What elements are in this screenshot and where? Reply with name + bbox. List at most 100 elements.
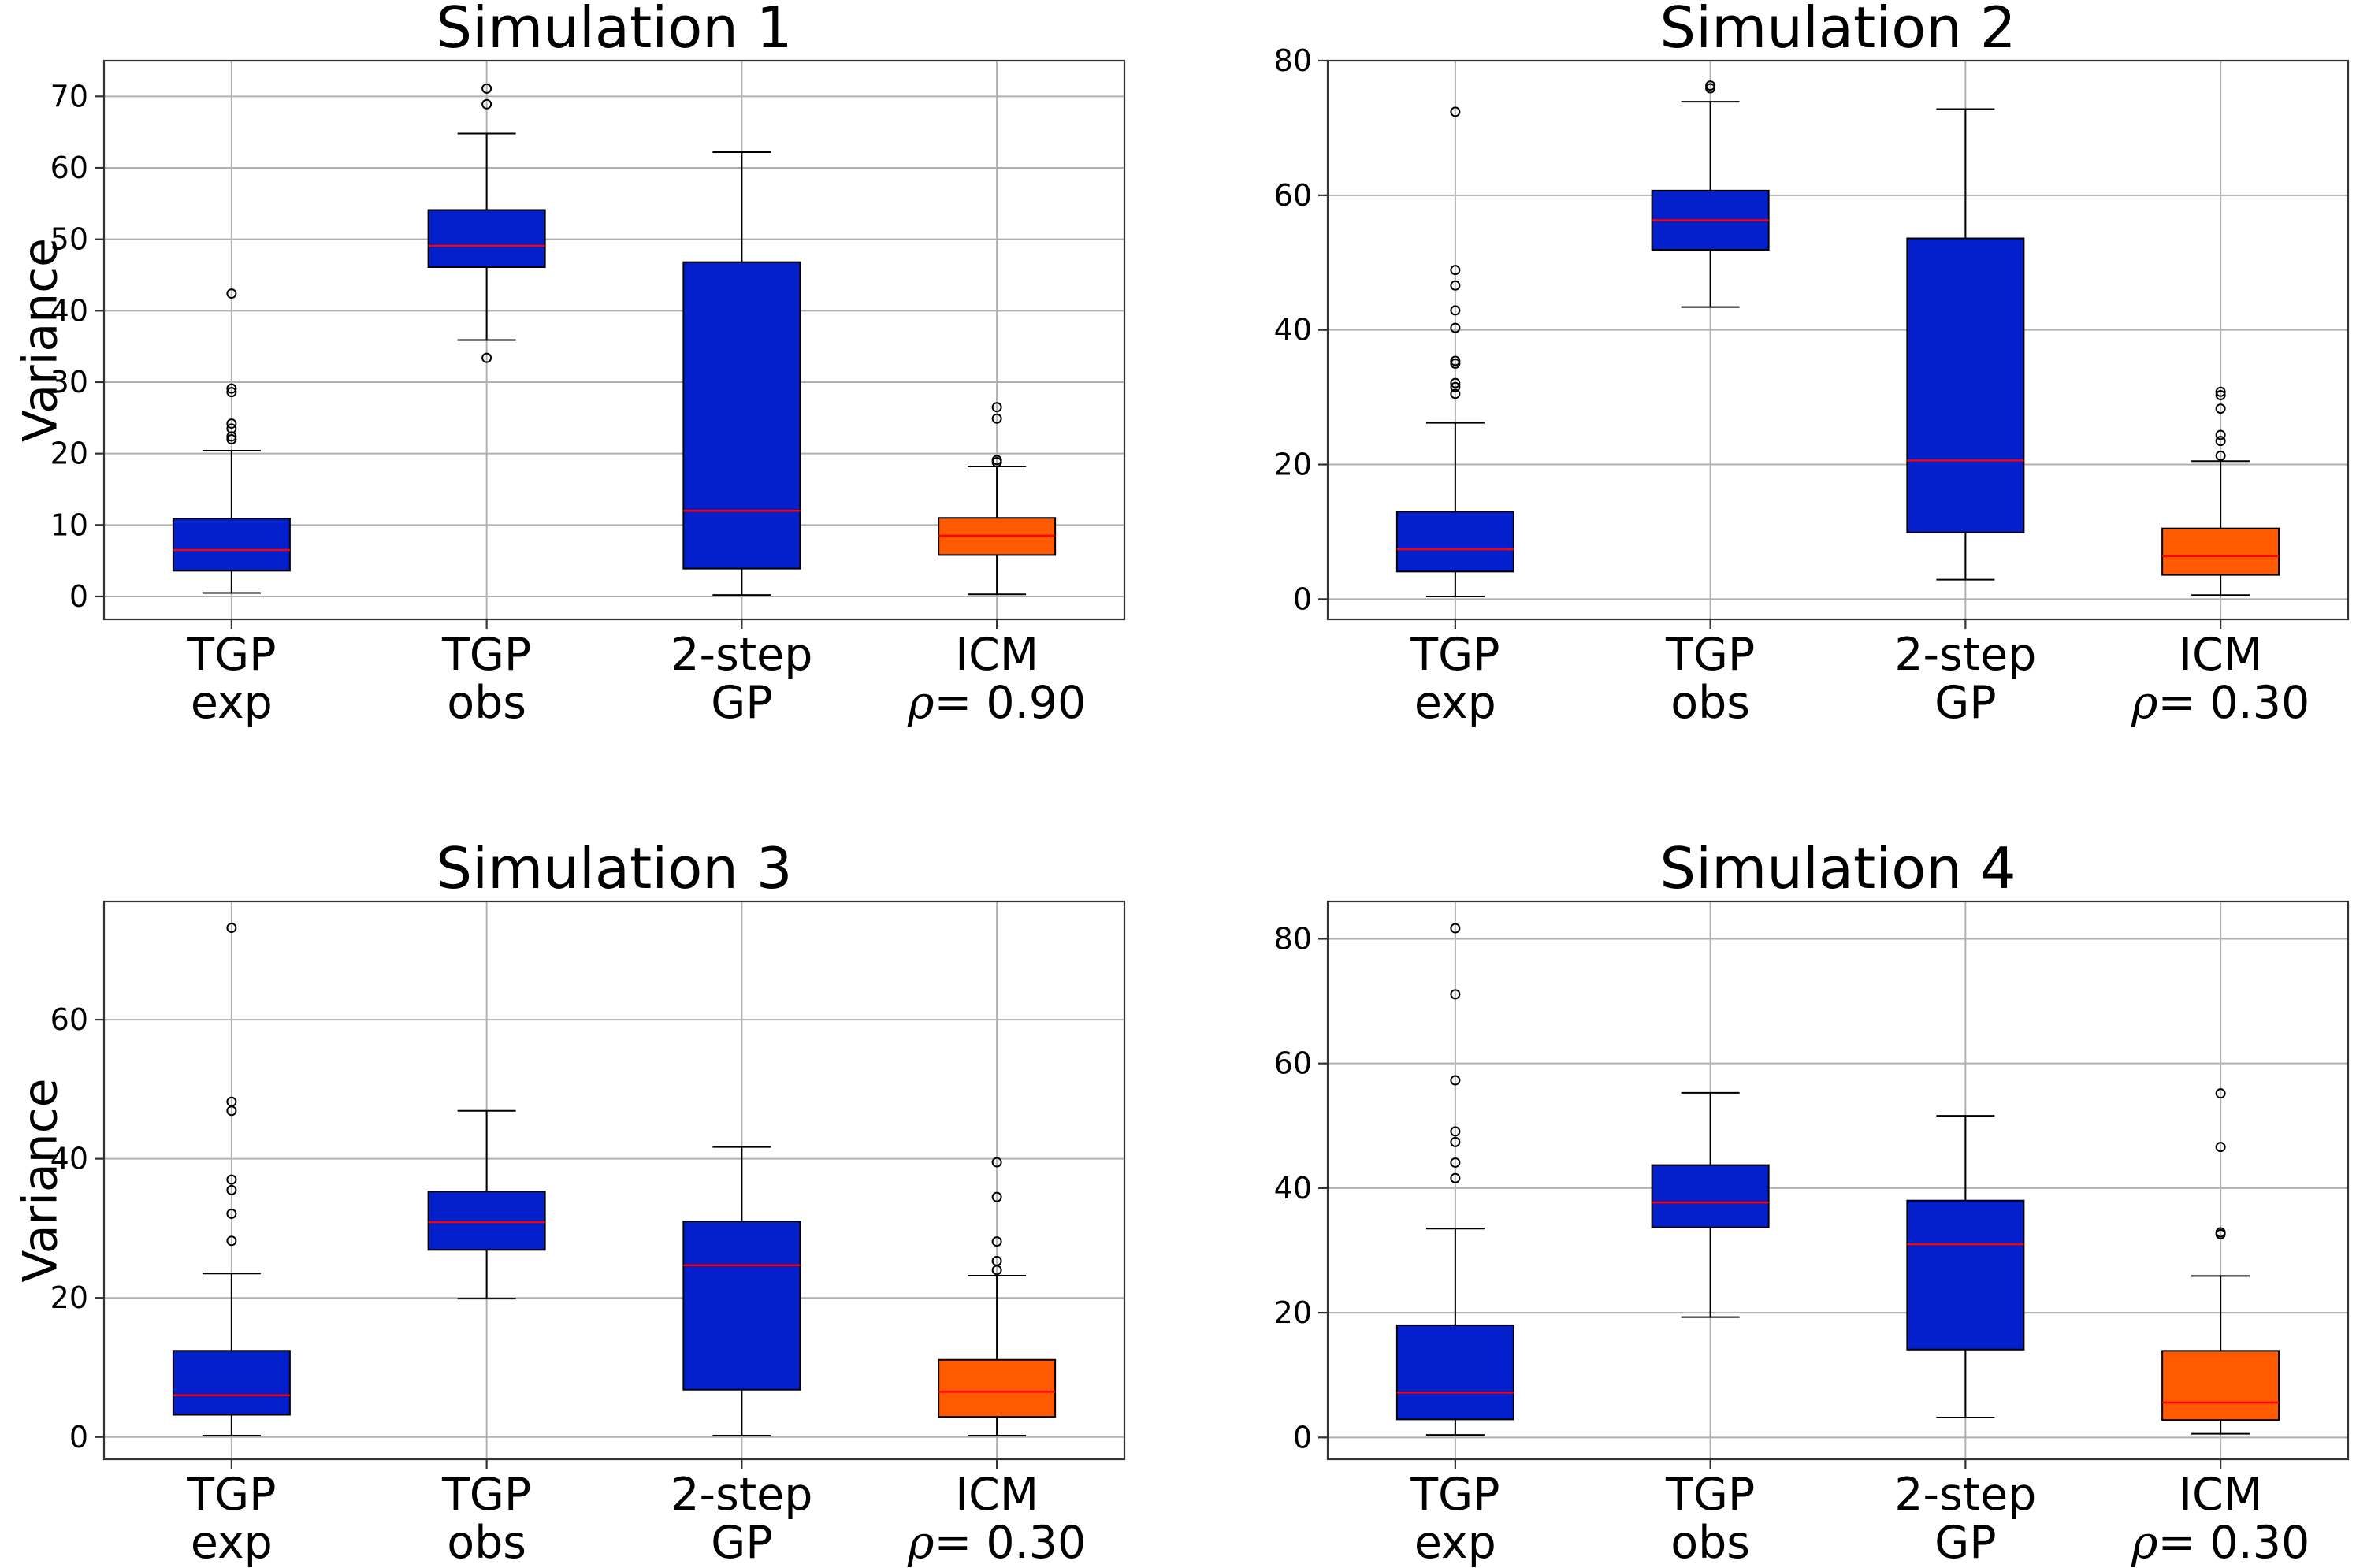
x-tick-label: obs — [447, 677, 526, 729]
outlier-point — [991, 1255, 1002, 1266]
box-iqr — [682, 1221, 801, 1391]
outlier-point — [2215, 390, 2226, 401]
x-tick-label: ρ= 0.90 — [907, 677, 1086, 729]
outlier-point — [991, 402, 1002, 413]
y-tick-label: 40 — [1274, 313, 1312, 347]
outlier-point — [481, 98, 492, 110]
x-tick-label: ρ= 0.30 — [2131, 1517, 2310, 1568]
y-tick-label: 50 — [50, 222, 88, 257]
x-tick-label: 2-step — [1894, 629, 2036, 681]
x-tick-label: TGP — [186, 1469, 276, 1521]
outlier-point — [1450, 381, 1461, 392]
x-tick-label: GP — [711, 677, 773, 729]
x-tick-label: obs — [1670, 677, 1750, 729]
chart-title: Simulation 4 — [1659, 835, 2016, 901]
outlier-point — [2215, 450, 2226, 461]
box-iqr — [1906, 237, 2025, 533]
y-tick-label: 30 — [50, 365, 88, 399]
y-tick-label: 0 — [1293, 581, 1312, 616]
x-tick-label: TGP — [1410, 1469, 1499, 1521]
outlier-point — [1450, 1075, 1461, 1086]
outlier-point — [226, 1208, 237, 1219]
outlier-point — [991, 1191, 1002, 1202]
axes-frame — [1326, 900, 2350, 1461]
x-tick-label: ρ= 0.30 — [2131, 677, 2310, 729]
outlier-point — [1450, 265, 1461, 276]
x-tick-label: TGP — [441, 1469, 531, 1521]
box-iqr — [938, 1358, 1057, 1418]
x-tick-label: ICM — [955, 629, 1039, 681]
y-tick-label: 0 — [69, 579, 88, 614]
outlier-point — [1705, 80, 1716, 91]
outlier-point — [1450, 388, 1461, 399]
box-iqr — [1395, 1324, 1514, 1421]
outlier-point — [2215, 436, 2226, 447]
box-iqr — [427, 209, 546, 269]
outlier-point — [2215, 1227, 2226, 1238]
x-tick-label: obs — [1670, 1517, 1750, 1568]
box-iqr — [172, 518, 291, 572]
box-iqr — [427, 1191, 546, 1251]
box-iqr — [172, 1350, 291, 1416]
y-tick-label: 10 — [50, 507, 88, 542]
outlier-point — [1450, 280, 1461, 291]
outlier-point — [1450, 322, 1461, 333]
outlier-point — [481, 83, 492, 94]
axes-frame — [102, 59, 1126, 621]
y-tick-label: 20 — [50, 437, 88, 471]
y-tick-label: 80 — [1274, 921, 1312, 956]
y-tick-label: 0 — [1293, 1420, 1312, 1455]
x-tick-label: exp — [191, 1517, 273, 1568]
outlier-point — [1450, 355, 1461, 366]
outlier-point — [1450, 305, 1461, 316]
x-tick-label: GP — [1934, 677, 1997, 729]
x-tick-label: exp — [191, 677, 273, 729]
outlier-point — [2215, 403, 2226, 414]
x-tick-label: TGP — [1410, 629, 1499, 681]
x-tick-label: exp — [1414, 1517, 1496, 1568]
x-tick-label: ICM — [2179, 1469, 2262, 1521]
box-iqr — [1395, 511, 1514, 573]
y-tick-label: 70 — [50, 79, 88, 113]
x-tick-label: 2-step — [1894, 1469, 2036, 1521]
chart-panel-1: 010203040506070TGPexpTGPobs2-stepGPICMρ=… — [13, 0, 1126, 729]
outlier-point — [226, 434, 237, 445]
outlier-point — [1450, 923, 1461, 934]
y-tick-label: 0 — [69, 1420, 88, 1455]
y-axis-label: Variance — [13, 1078, 69, 1282]
box-iqr — [1906, 1199, 2025, 1351]
x-tick-label: TGP — [441, 629, 531, 681]
y-axis-label: Variance — [13, 238, 69, 442]
outlier-point — [1450, 377, 1461, 388]
y-tick-label: 80 — [1274, 43, 1312, 78]
y-tick-label: 60 — [1274, 178, 1312, 213]
outlier-point — [226, 1174, 237, 1185]
x-tick-label: 2-step — [671, 629, 812, 681]
x-tick-label: GP — [1934, 1517, 1997, 1568]
outlier-point — [226, 1184, 237, 1195]
outlier-point — [2215, 386, 2226, 397]
outlier-point — [1450, 1126, 1461, 1137]
x-tick-label: ICM — [955, 1469, 1039, 1521]
y-tick-label: 60 — [50, 1002, 88, 1037]
x-tick-label: TGP — [1665, 629, 1755, 681]
x-tick-label: ICM — [2179, 629, 2262, 681]
x-tick-label: 2-step — [671, 1469, 812, 1521]
outlier-point — [226, 418, 237, 429]
box-iqr — [1651, 1164, 1770, 1228]
outlier-point — [226, 288, 237, 299]
outlier-point — [226, 431, 237, 442]
outlier-point — [481, 352, 492, 363]
box-iqr — [2161, 527, 2280, 576]
x-tick-label: obs — [447, 1517, 526, 1568]
outlier-point — [226, 923, 237, 934]
outlier-point — [2215, 1142, 2226, 1153]
outlier-point — [1450, 106, 1461, 117]
y-tick-label: 40 — [50, 1142, 88, 1176]
axes-frame — [102, 900, 1126, 1461]
y-tick-label: 20 — [50, 1280, 88, 1315]
outlier-point — [991, 1157, 1002, 1168]
